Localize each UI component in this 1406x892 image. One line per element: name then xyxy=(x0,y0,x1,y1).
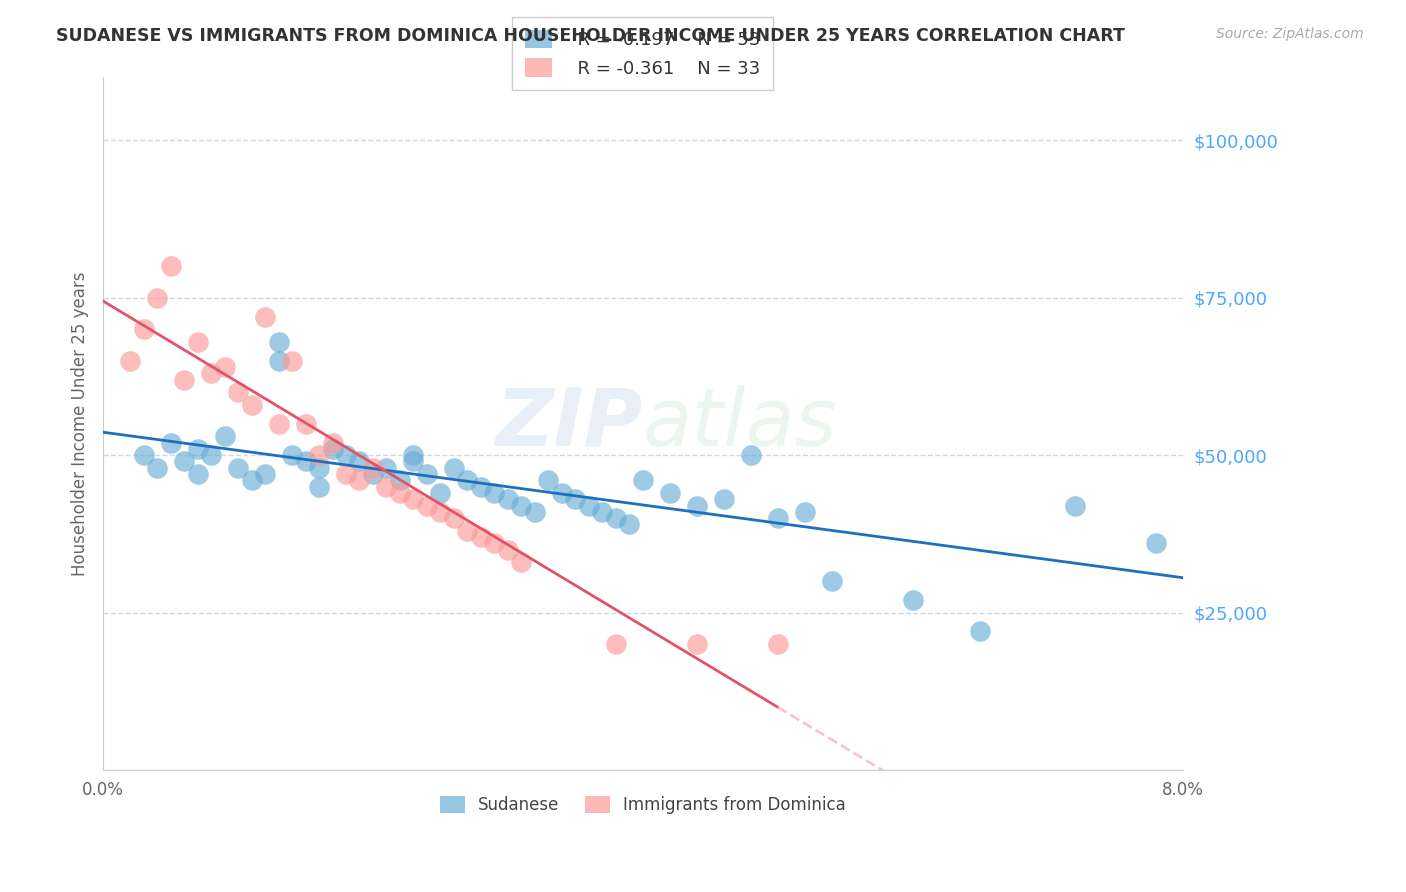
Point xyxy=(713,492,735,507)
Point xyxy=(200,448,222,462)
Point xyxy=(388,486,411,500)
Point xyxy=(484,486,506,500)
Point xyxy=(901,593,924,607)
Point xyxy=(267,353,290,368)
Point xyxy=(537,474,560,488)
Point xyxy=(402,492,425,507)
Point xyxy=(375,480,398,494)
Point xyxy=(187,467,209,481)
Point xyxy=(429,486,451,500)
Point xyxy=(402,454,425,468)
Point xyxy=(335,467,357,481)
Point xyxy=(496,492,519,507)
Point xyxy=(510,499,533,513)
Point xyxy=(321,435,343,450)
Point xyxy=(226,385,249,400)
Point xyxy=(969,624,991,639)
Point xyxy=(349,474,371,488)
Text: SUDANESE VS IMMIGRANTS FROM DOMINICA HOUSEHOLDER INCOME UNDER 25 YEARS CORRELATI: SUDANESE VS IMMIGRANTS FROM DOMINICA HOU… xyxy=(56,27,1125,45)
Point xyxy=(173,454,195,468)
Point xyxy=(281,353,304,368)
Point xyxy=(267,417,290,431)
Point xyxy=(605,637,627,651)
Point xyxy=(631,474,654,488)
Point xyxy=(619,517,641,532)
Point xyxy=(443,511,465,525)
Point xyxy=(766,511,789,525)
Point xyxy=(686,637,709,651)
Point xyxy=(605,511,627,525)
Point xyxy=(159,435,181,450)
Point xyxy=(240,474,263,488)
Point xyxy=(429,505,451,519)
Point xyxy=(187,442,209,456)
Legend: Sudanese, Immigrants from Dominica: Sudanese, Immigrants from Dominica xyxy=(430,786,856,824)
Point xyxy=(187,334,209,349)
Point xyxy=(214,429,236,443)
Point xyxy=(361,467,384,481)
Point xyxy=(254,310,277,324)
Point xyxy=(1063,499,1085,513)
Text: Source: ZipAtlas.com: Source: ZipAtlas.com xyxy=(1216,27,1364,41)
Y-axis label: Householder Income Under 25 years: Householder Income Under 25 years xyxy=(72,271,89,576)
Point xyxy=(240,398,263,412)
Point xyxy=(335,448,357,462)
Point xyxy=(267,334,290,349)
Point xyxy=(766,637,789,651)
Point xyxy=(578,499,600,513)
Point xyxy=(523,505,546,519)
Point xyxy=(456,474,478,488)
Point xyxy=(496,542,519,557)
Point xyxy=(214,359,236,374)
Point xyxy=(132,322,155,336)
Point xyxy=(146,291,169,305)
Point xyxy=(658,486,681,500)
Point xyxy=(281,448,304,462)
Point xyxy=(349,454,371,468)
Point xyxy=(470,530,492,544)
Point xyxy=(416,499,439,513)
Point xyxy=(120,353,142,368)
Point xyxy=(686,499,709,513)
Point xyxy=(388,474,411,488)
Text: ZIP: ZIP xyxy=(495,384,643,463)
Point xyxy=(159,260,181,274)
Point xyxy=(793,505,815,519)
Point xyxy=(200,367,222,381)
Point xyxy=(591,505,613,519)
Point xyxy=(456,524,478,538)
Point xyxy=(308,480,330,494)
Point xyxy=(254,467,277,481)
Point xyxy=(146,460,169,475)
Point xyxy=(294,417,316,431)
Point xyxy=(308,448,330,462)
Point xyxy=(321,442,343,456)
Point xyxy=(510,555,533,569)
Point xyxy=(402,448,425,462)
Point xyxy=(484,536,506,550)
Point xyxy=(551,486,574,500)
Point xyxy=(821,574,844,588)
Point xyxy=(308,460,330,475)
Point xyxy=(361,460,384,475)
Point xyxy=(443,460,465,475)
Point xyxy=(226,460,249,475)
Point xyxy=(294,454,316,468)
Point xyxy=(416,467,439,481)
Point xyxy=(132,448,155,462)
Text: atlas: atlas xyxy=(643,384,838,463)
Point xyxy=(1144,536,1167,550)
Point xyxy=(740,448,762,462)
Point xyxy=(564,492,586,507)
Point xyxy=(470,480,492,494)
Point xyxy=(375,460,398,475)
Point xyxy=(173,373,195,387)
